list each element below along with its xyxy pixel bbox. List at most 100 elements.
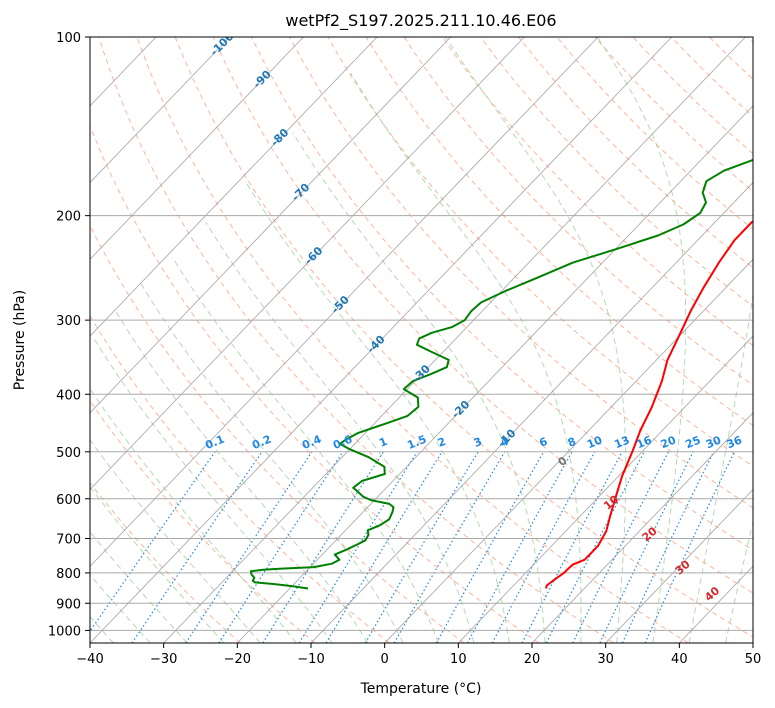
x-tick-label: −20 xyxy=(224,652,251,667)
x-tick-label: −30 xyxy=(150,652,177,667)
mixing-ratio-line xyxy=(393,451,506,643)
y-tick-label: 900 xyxy=(56,597,81,612)
dry-adiabat-line xyxy=(90,224,465,643)
moist-adiabat-line xyxy=(90,439,261,643)
isotherm-line xyxy=(90,37,525,491)
dry-adiabat-line xyxy=(90,124,540,643)
x-tick-label: −40 xyxy=(76,652,103,667)
isotherm-line xyxy=(458,335,753,643)
moist-adiabat-line xyxy=(171,256,439,643)
y-tick-label: 500 xyxy=(56,446,81,461)
mixing-ratio-line xyxy=(621,451,715,643)
dry-adiabat-line xyxy=(90,314,390,643)
mixing-ratio-label: 3 xyxy=(472,435,484,450)
dry-adiabat-line xyxy=(480,37,753,307)
mixing-ratio-line xyxy=(435,451,545,643)
y-tick-label: 300 xyxy=(56,314,81,329)
moist-adiabat-line xyxy=(445,37,627,643)
x-tick-label: 30 xyxy=(597,652,614,667)
isotherm-line xyxy=(90,37,599,567)
y-tick-label: 1000 xyxy=(48,624,81,639)
mixing-ratio-label: 13 xyxy=(612,433,631,451)
chart-title: wetPf2_S197.2025.211.10.46.E06 xyxy=(285,11,556,31)
dry-adiabat-line xyxy=(518,37,753,269)
isotherm-line xyxy=(90,37,378,337)
dewpoint-profile-line xyxy=(249,158,753,590)
dry-adiabat-line xyxy=(212,37,753,594)
moist-adiabat-line xyxy=(350,72,582,643)
y-tick-label: 100 xyxy=(56,31,81,46)
grid-lines xyxy=(90,37,753,643)
isotherm-line xyxy=(605,488,753,643)
mixing-ratio-line xyxy=(644,451,736,643)
moist-adiabat-line xyxy=(596,37,687,643)
y-tick-label: 700 xyxy=(56,533,81,548)
mixing-ratio-line xyxy=(90,451,216,633)
dry-adiabat-line xyxy=(556,37,753,230)
profile-lines xyxy=(249,158,753,590)
plot-frame xyxy=(89,36,754,644)
mixing-ratio-label: 10 xyxy=(585,433,604,451)
moist-adiabat-line xyxy=(90,615,114,643)
x-tick-label: 50 xyxy=(745,652,762,667)
moist-adiabat-line xyxy=(725,520,753,643)
y-tick-label: 400 xyxy=(56,388,81,403)
mixing-ratio-label: 2 xyxy=(436,435,448,450)
isotherm-line xyxy=(90,37,304,260)
mixing-ratio-line xyxy=(262,451,384,643)
moist-adiabat-line xyxy=(115,311,369,643)
dry-adiabat-line xyxy=(251,37,753,551)
dry-adiabat-line xyxy=(90,400,316,643)
moist-adiabat-line xyxy=(688,291,753,643)
y-axis-ticks: 100 200 300 400 500 600 700 800 900 1000 xyxy=(48,31,90,639)
dry-adiabat-line xyxy=(289,37,753,509)
x-tick-label: 40 xyxy=(671,652,688,667)
isotherm-line xyxy=(163,37,746,643)
mixing-ratio-label: 36 xyxy=(725,433,744,451)
mixing-ratio-line xyxy=(298,451,418,643)
x-tick-label: 0 xyxy=(381,652,389,667)
mixing-ratio-label: 1 xyxy=(377,435,389,450)
isotherm-line xyxy=(237,105,753,643)
mixing-ratio-label: 16 xyxy=(635,433,654,451)
y-tick-label: 600 xyxy=(56,493,81,508)
y-axis-title: Pressure (hPa) xyxy=(12,290,28,390)
x-tick-label: −10 xyxy=(297,652,324,667)
mixing-ratio-line xyxy=(599,451,694,643)
isotherm-line xyxy=(384,258,753,643)
moist-adiabat-line xyxy=(140,283,404,643)
mixing-ratio-label: 8 xyxy=(566,435,578,450)
background-lines xyxy=(90,37,753,643)
dry-adiabat-line xyxy=(98,37,614,643)
dry-adiabat-line xyxy=(441,37,753,347)
moist-adiabat-line xyxy=(90,573,151,643)
mixing-ratio-line xyxy=(491,451,596,643)
isotherm-line xyxy=(90,37,673,643)
x-axis-title: Temperature (°C) xyxy=(360,681,482,697)
isotherm-line xyxy=(90,37,452,414)
mixing-ratio-label: 30 xyxy=(704,433,723,451)
mixing-ratio-line xyxy=(466,451,573,643)
mixing-ratio-line xyxy=(131,451,263,643)
mixing-ratio-label: 25 xyxy=(683,433,702,451)
moist-adiabat-line xyxy=(244,180,510,643)
mixing-ratio-label: 20 xyxy=(659,433,678,451)
moist-adiabat-line xyxy=(90,486,225,643)
isotherm-line xyxy=(531,412,753,643)
moist-adiabat-line xyxy=(90,387,297,643)
moist-adiabat-line xyxy=(205,221,475,643)
x-axis-ticks: −40 −30 −20 −10 0 10 20 30 40 50 xyxy=(76,643,761,667)
temperature-profile-line xyxy=(545,220,753,589)
mixing-ratio-line xyxy=(364,451,479,643)
isotherm-line xyxy=(310,181,753,643)
mixing-ratio-line xyxy=(325,451,443,643)
dry-adiabat-line xyxy=(136,37,689,643)
x-tick-label: 20 xyxy=(524,652,541,667)
isotherm-line xyxy=(90,37,231,184)
y-tick-label: 800 xyxy=(56,567,81,582)
x-tick-label: 10 xyxy=(450,652,467,667)
dry-adiabat-line xyxy=(174,37,753,638)
moist-adiabat-line xyxy=(90,530,188,643)
y-tick-label: 200 xyxy=(56,210,81,225)
